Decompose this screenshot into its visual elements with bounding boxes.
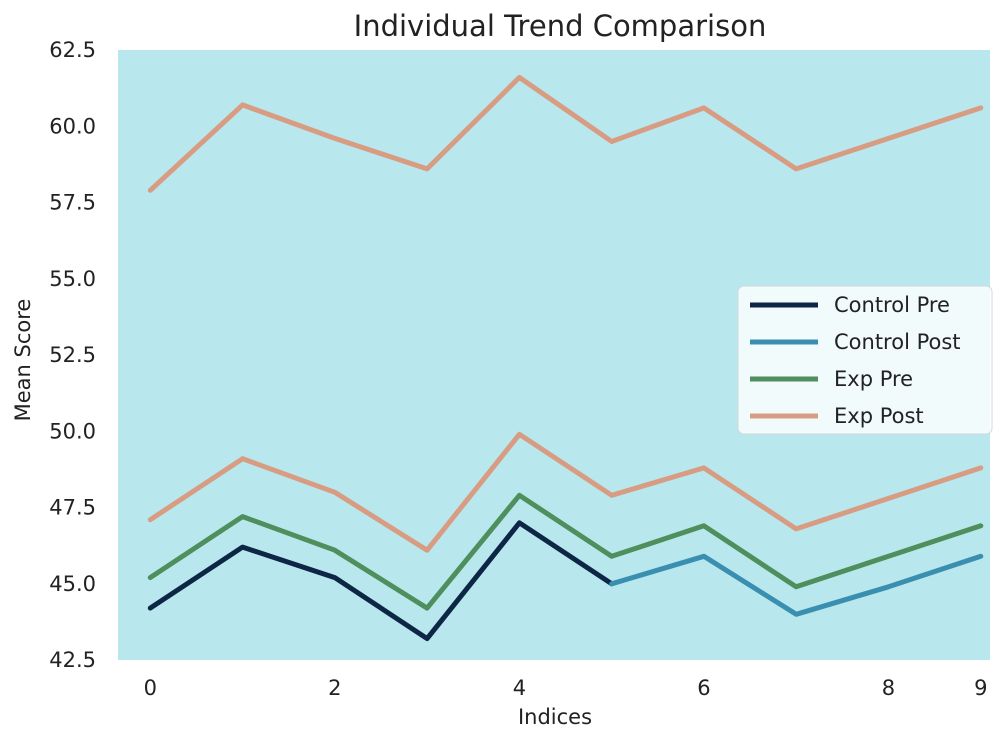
x-tick-label: 6 [697, 676, 710, 700]
chart-title: Individual Trend Comparison [354, 9, 767, 43]
y-axis-ticks: 42.5 45.0 47.5 50.0 52.5 55.0 57.5 60.0 62.5 [49, 38, 96, 672]
x-tick-label: 0 [144, 676, 157, 700]
y-tick-label: 42.5 [49, 648, 96, 672]
series-line-unlabeled-4 [147, 74, 984, 193]
x-axis-ticks: 0 2 4 6 8 9 [144, 676, 988, 700]
legend-label: Exp Pre [834, 367, 913, 391]
x-tick-label: 8 [882, 676, 895, 700]
legend-box [737, 285, 993, 435]
y-tick-label: 47.5 [49, 496, 96, 520]
x-axis-label: Indices [518, 705, 592, 729]
y-tick-label: 57.5 [49, 191, 96, 215]
y-axis-label: Mean Score [11, 299, 35, 422]
y-tick-label: 50.0 [49, 419, 96, 443]
x-tick-label: 2 [328, 676, 341, 700]
y-tick-label: 60.0 [49, 114, 96, 138]
series-line-exp-post [147, 431, 984, 553]
legend-label: Exp Post [834, 404, 924, 428]
series-layer [147, 74, 984, 642]
legend-label: Control Post [834, 330, 961, 354]
y-tick-label: 62.5 [49, 38, 96, 62]
x-tick-label: 9 [974, 676, 987, 700]
series-line-control-pre [147, 520, 615, 642]
y-tick-label: 45.0 [49, 572, 96, 596]
x-tick-label: 4 [513, 676, 526, 700]
series-line-control-post [609, 553, 984, 617]
legend-label: Control Pre [834, 293, 950, 317]
series-line-exp-pre [147, 492, 984, 611]
legend: Control Pre Control Post Exp Pre Exp Post [737, 285, 993, 435]
y-tick-label: 55.0 [49, 267, 96, 291]
y-tick-label: 52.5 [49, 343, 96, 367]
